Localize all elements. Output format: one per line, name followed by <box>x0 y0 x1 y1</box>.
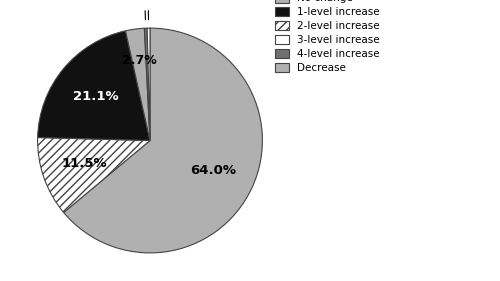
Wedge shape <box>144 28 150 140</box>
Text: 0.4%: 0.4% <box>129 0 160 2</box>
Text: 11.5%: 11.5% <box>62 157 107 170</box>
Wedge shape <box>38 137 150 212</box>
Legend: No change, 1-level increase, 2-level increase, 3-level increase, 4-level increas: No change, 1-level increase, 2-level inc… <box>273 0 382 75</box>
Text: 0.4%: 0.4% <box>133 0 164 2</box>
Text: 64.0%: 64.0% <box>190 164 236 176</box>
Text: 2.7%: 2.7% <box>122 54 156 67</box>
Wedge shape <box>64 28 262 253</box>
Text: 21.1%: 21.1% <box>74 90 119 103</box>
Wedge shape <box>147 28 150 140</box>
Wedge shape <box>38 31 150 140</box>
Wedge shape <box>126 28 150 140</box>
